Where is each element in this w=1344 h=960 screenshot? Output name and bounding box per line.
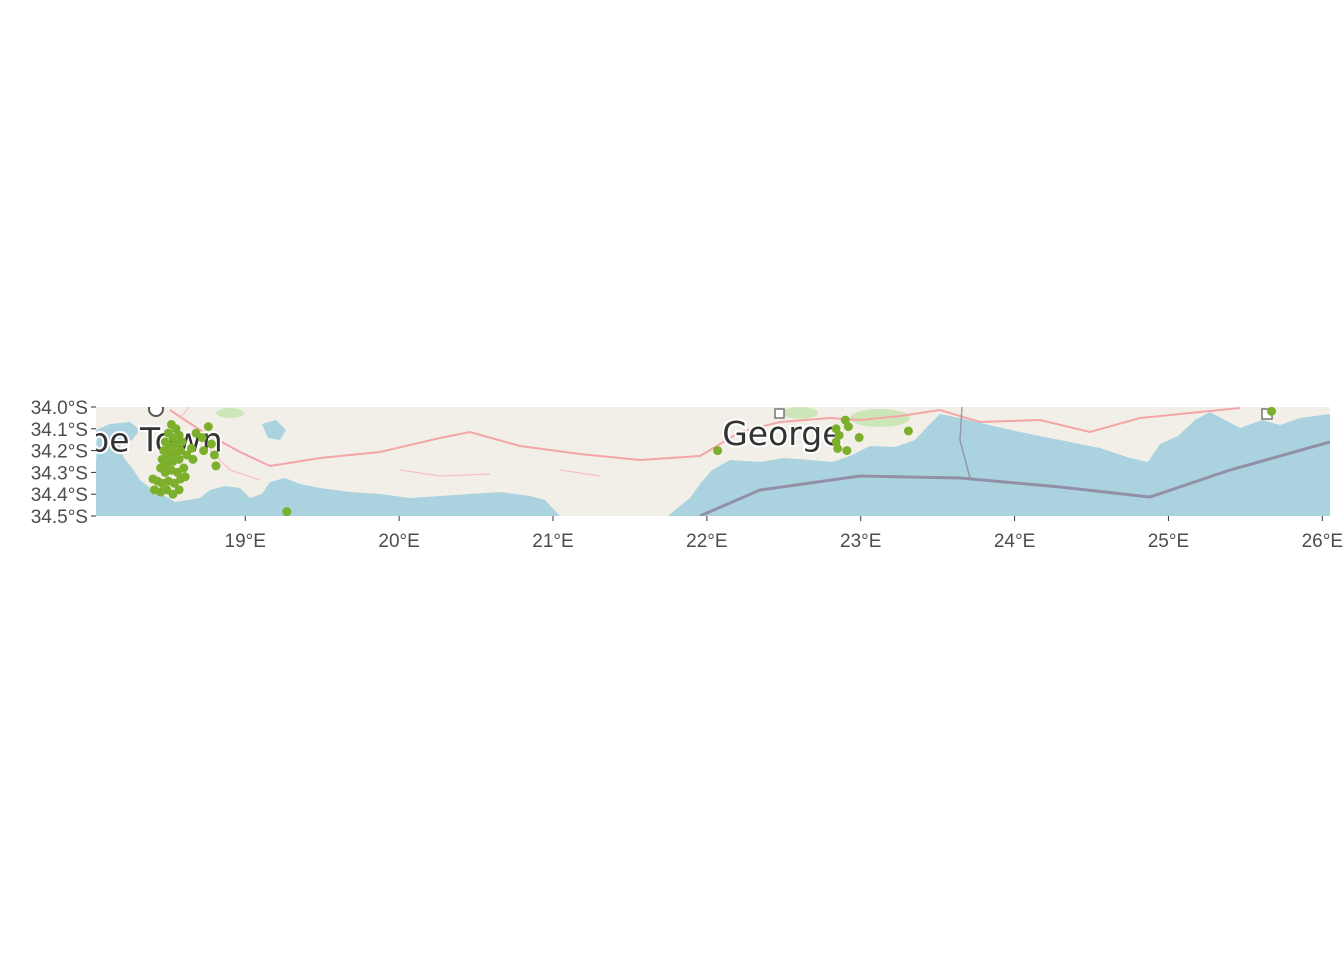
occurrence-point[interactable] — [211, 461, 221, 471]
occurrence-point[interactable] — [197, 433, 207, 443]
occurrence-point[interactable] — [206, 439, 216, 449]
maritime-boundary — [699, 440, 1330, 516]
boundary-line — [959, 407, 971, 479]
town-marker — [148, 407, 164, 417]
occurrence-point[interactable] — [174, 485, 184, 495]
main-road — [169, 407, 1241, 468]
occurrence-point[interactable] — [903, 426, 913, 436]
y-axis: 34.0°S34.1°S34.2°S34.3°S34.4°S34.5°S — [31, 398, 96, 528]
occurrence-point[interactable] — [203, 422, 213, 432]
x-tick-label: 19°E — [225, 531, 266, 552]
x-tick-label: 22°E — [686, 531, 727, 552]
x-tick-label: 24°E — [994, 531, 1035, 552]
land-area — [96, 407, 1330, 516]
park-area — [782, 407, 818, 419]
occurrence-point[interactable] — [179, 463, 189, 473]
occurrence-point[interactable] — [854, 433, 864, 443]
occurrence-point[interactable] — [186, 443, 196, 453]
x-axis: 19°E 20°E 21°E 22°E 23°E 24°E 25°E 26°E — [225, 516, 1343, 552]
x-tick-label: 26°E — [1302, 531, 1343, 552]
secondary-road — [179, 407, 601, 481]
occurrence-point[interactable] — [180, 472, 190, 482]
park-area — [216, 408, 244, 418]
place-label-layer: pe Town George — [96, 412, 845, 462]
x-tick-label: 23°E — [840, 531, 881, 552]
occurrence-point[interactable] — [188, 454, 198, 464]
x-tick-label: 25°E — [1148, 531, 1189, 552]
occurrence-point[interactable] — [209, 450, 219, 460]
y-tick-label: 34.3°S — [31, 463, 88, 484]
map-panel[interactable]: pe Town George — [88, 402, 1330, 516]
occurrence-point[interactable] — [713, 446, 723, 456]
x-tick-label: 21°E — [532, 531, 573, 552]
y-tick-label: 34.0°S — [31, 398, 88, 419]
occurrence-point[interactable] — [843, 422, 853, 432]
occurrence-point[interactable] — [177, 437, 187, 447]
y-tick-label: 34.4°S — [31, 485, 88, 506]
occurrence-point[interactable] — [282, 507, 292, 516]
occurrence-point[interactable] — [842, 446, 852, 456]
place-label: George — [722, 414, 842, 453]
y-tick-label: 34.1°S — [31, 420, 88, 441]
town-marker — [774, 408, 785, 419]
occurrence-point[interactable] — [199, 446, 209, 456]
y-tick-label: 34.5°S — [31, 507, 88, 528]
occurrence-point[interactable] — [1267, 407, 1277, 416]
occurrence-point[interactable] — [833, 443, 843, 453]
occurrence-point[interactable] — [174, 454, 184, 464]
x-tick-label: 20°E — [378, 531, 419, 552]
inland-water — [262, 420, 286, 440]
occurrence-points-layer — [148, 407, 1277, 516]
y-tick-label: 34.2°S — [31, 442, 88, 463]
